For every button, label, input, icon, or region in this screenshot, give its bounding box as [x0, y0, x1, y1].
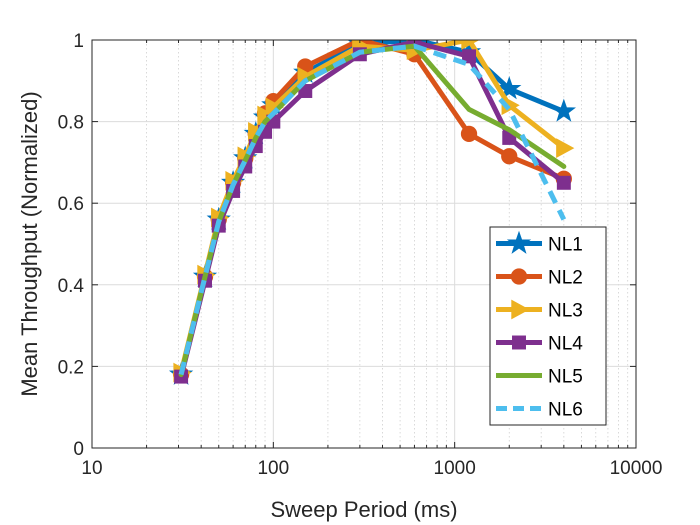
y-tick-label: 1: [73, 31, 84, 52]
y-tick-label: 0.8: [58, 113, 84, 134]
data-point-nl1: [497, 76, 522, 100]
legend-label-nl4: NL4: [548, 334, 583, 355]
legend-marker-nl3: [511, 299, 530, 320]
legend-label-nl5: NL5: [548, 367, 583, 388]
legend-marker-nl4: [512, 335, 526, 350]
x-tick-label: 10000: [610, 458, 663, 479]
x-tick-label: 100: [257, 458, 289, 479]
legend-item-nl6: NL6: [496, 400, 583, 421]
legend-item-nl1: NL1: [496, 230, 583, 256]
legend-label-nl2: NL2: [548, 268, 583, 289]
y-tick-label: 0.6: [58, 194, 84, 215]
y-tick-label: 0.2: [58, 357, 84, 378]
legend-label-nl6: NL6: [548, 400, 583, 421]
series-line-nl6: [178, 43, 567, 376]
data-point-nl2: [460, 125, 478, 142]
data-point-nl2: [501, 148, 518, 165]
legend-label-nl1: NL1: [548, 235, 583, 256]
data-point-nl4: [462, 49, 477, 64]
legend: NL1 NL2 NL3 NL4 NL5 NL6: [489, 226, 607, 426]
y-axis-label: Mean Throughput (Normalized): [17, 91, 42, 396]
legend-marker-nl2: [510, 268, 528, 285]
data-point-nl4: [556, 175, 571, 190]
series-nl6: [178, 43, 567, 376]
legend-marker-nl1: [506, 230, 532, 254]
data-point-nl3: [556, 138, 575, 158]
data-point-nl3: [461, 40, 480, 50]
legend-item-nl4: NL4: [496, 334, 583, 355]
data-point-nl4: [298, 84, 313, 98]
data-point-nl3: [501, 95, 520, 116]
x-tick-label: 1000: [434, 458, 476, 479]
x-tick-label: 10: [81, 458, 102, 479]
legend-item-nl5: NL5: [496, 367, 583, 388]
data-point-nl1: [551, 98, 576, 122]
y-tick-label: 0: [73, 439, 84, 460]
y-tick-label: 0.4: [58, 276, 85, 297]
plot-frame: [91, 39, 637, 449]
legend-label-nl3: NL3: [548, 301, 583, 322]
legend-item-nl2: NL2: [496, 268, 583, 289]
legend-item-nl3: NL3: [496, 299, 583, 322]
series-layer: [168, 40, 576, 385]
legend-box: [489, 226, 607, 426]
x-axis-label: Sweep Period (ms): [270, 497, 457, 522]
